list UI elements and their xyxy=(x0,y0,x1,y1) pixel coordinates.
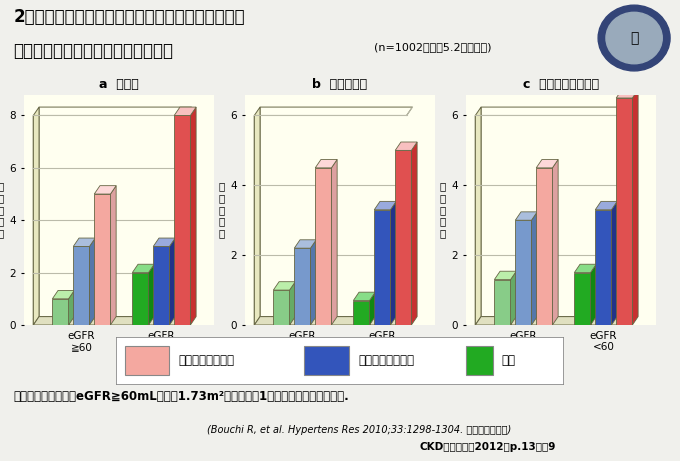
Y-axis label: ハ
ザ
ー
ド
比: ハ ザ ー ド 比 xyxy=(219,182,225,238)
Polygon shape xyxy=(595,201,617,210)
Polygon shape xyxy=(374,210,390,325)
Polygon shape xyxy=(254,107,260,325)
Polygon shape xyxy=(95,194,110,325)
Polygon shape xyxy=(395,150,411,325)
Polygon shape xyxy=(575,272,590,325)
Polygon shape xyxy=(354,301,369,325)
Polygon shape xyxy=(316,160,337,168)
Text: 2型糖尿病患者における脳卒中，冠動脈疾患および: 2型糖尿病患者における脳卒中，冠動脈疾患および xyxy=(14,7,245,26)
Polygon shape xyxy=(532,212,537,325)
Y-axis label: ハ
ザ
ー
ド
比: ハ ザ ー ド 比 xyxy=(0,182,4,238)
Polygon shape xyxy=(494,280,511,325)
Polygon shape xyxy=(354,292,375,301)
Polygon shape xyxy=(537,160,558,168)
Text: (Bouchi R, et al. Hypertens Res 2010;33:1298-1304. より引用，改変): (Bouchi R, et al. Hypertens Res 2010;33:… xyxy=(207,425,511,435)
Polygon shape xyxy=(374,201,396,210)
Polygon shape xyxy=(290,282,295,325)
Polygon shape xyxy=(190,107,196,325)
Polygon shape xyxy=(575,264,596,272)
Text: (n=1002，平均5.2年の追跡): (n=1002，平均5.2年の追跡) xyxy=(374,42,492,52)
Polygon shape xyxy=(33,107,39,325)
FancyBboxPatch shape xyxy=(116,337,564,385)
Polygon shape xyxy=(515,212,537,220)
Polygon shape xyxy=(595,210,611,325)
Title: a  脳卒中: a 脳卒中 xyxy=(99,77,139,90)
Text: CKD診療ガイド2012　p.13　図9: CKD診療ガイド2012 p.13 図9 xyxy=(420,443,556,452)
Polygon shape xyxy=(174,107,196,115)
Bar xyxy=(124,346,169,375)
Polygon shape xyxy=(52,290,74,299)
Polygon shape xyxy=(616,89,638,98)
Polygon shape xyxy=(95,186,116,194)
Text: 微量アルブミン尿: 微量アルブミン尿 xyxy=(358,354,414,367)
Polygon shape xyxy=(494,271,516,280)
Polygon shape xyxy=(73,238,95,247)
Polygon shape xyxy=(52,299,69,325)
Polygon shape xyxy=(254,317,412,325)
Polygon shape xyxy=(369,292,375,325)
Polygon shape xyxy=(294,248,311,325)
Polygon shape xyxy=(273,282,295,290)
Polygon shape xyxy=(611,201,617,325)
Polygon shape xyxy=(133,264,154,272)
Polygon shape xyxy=(515,220,532,325)
Text: 顕性アルブミン尿: 顕性アルブミン尿 xyxy=(178,354,235,367)
Polygon shape xyxy=(590,264,596,325)
Polygon shape xyxy=(390,201,396,325)
Polygon shape xyxy=(174,115,190,325)
Polygon shape xyxy=(33,107,191,325)
Polygon shape xyxy=(294,240,316,248)
Polygon shape xyxy=(395,142,417,150)
Polygon shape xyxy=(110,186,116,325)
Polygon shape xyxy=(511,271,516,325)
Circle shape xyxy=(606,12,662,64)
Polygon shape xyxy=(133,272,148,325)
Polygon shape xyxy=(33,317,191,325)
Polygon shape xyxy=(316,168,331,325)
Text: 尿アルブミン正常でeGFR≧60mL／分／1.73m²のリスクを1としてハザード比を示す.: 尿アルブミン正常でeGFR≧60mL／分／1.73m²のリスクを1としてハザード… xyxy=(14,390,350,403)
Polygon shape xyxy=(73,247,90,325)
Polygon shape xyxy=(254,107,412,325)
Polygon shape xyxy=(90,238,95,325)
Polygon shape xyxy=(632,89,638,325)
Text: 全心血管イベント発症の相対危険率: 全心血管イベント発症の相対危険率 xyxy=(14,42,173,60)
Bar xyxy=(304,346,349,375)
Polygon shape xyxy=(475,107,633,325)
Title: c  全心血管イベント: c 全心血管イベント xyxy=(523,77,599,90)
Text: 正常: 正常 xyxy=(502,354,515,367)
Polygon shape xyxy=(153,247,169,325)
Polygon shape xyxy=(552,160,558,325)
Polygon shape xyxy=(475,107,481,325)
Text: 🏺: 🏺 xyxy=(630,31,639,45)
Y-axis label: ハ
ザ
ー
ド
比: ハ ザ ー ド 比 xyxy=(440,182,446,238)
Title: b  冠動脈疾患: b 冠動脈疾患 xyxy=(312,77,368,90)
Polygon shape xyxy=(153,238,175,247)
Polygon shape xyxy=(169,238,175,325)
Polygon shape xyxy=(148,264,154,325)
Polygon shape xyxy=(273,290,290,325)
Bar xyxy=(466,346,492,375)
Polygon shape xyxy=(616,98,632,325)
Polygon shape xyxy=(331,160,337,325)
Polygon shape xyxy=(537,168,552,325)
Polygon shape xyxy=(69,290,74,325)
Polygon shape xyxy=(311,240,316,325)
Polygon shape xyxy=(475,317,633,325)
Polygon shape xyxy=(411,142,417,325)
Circle shape xyxy=(598,5,670,71)
